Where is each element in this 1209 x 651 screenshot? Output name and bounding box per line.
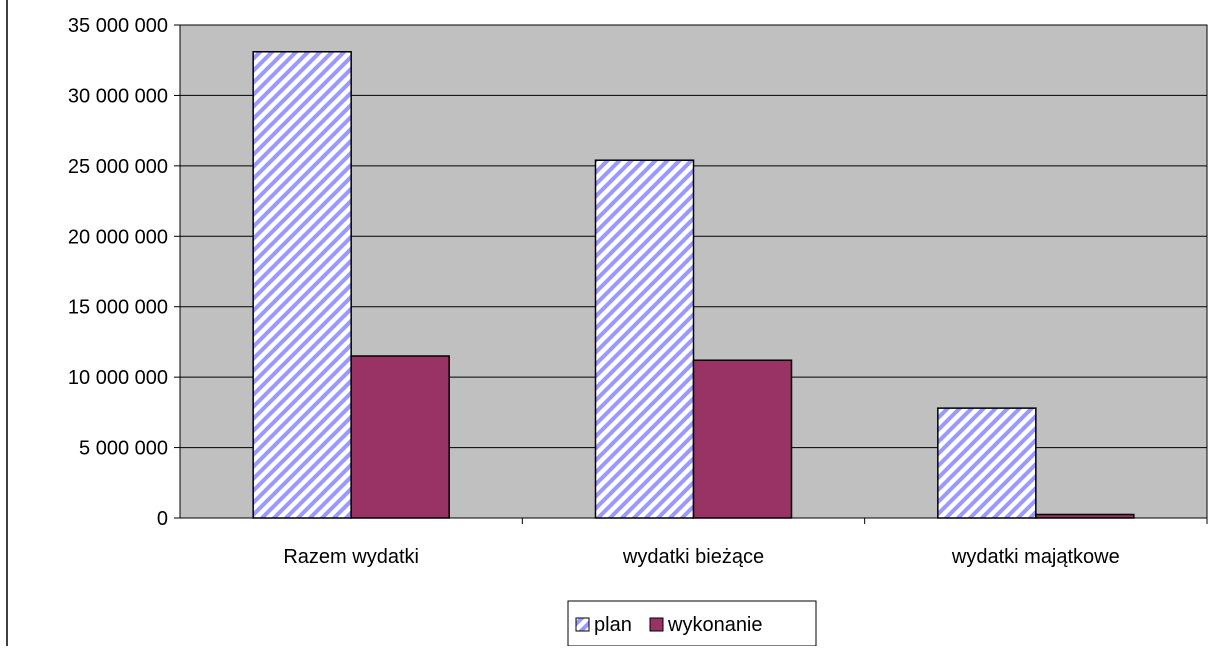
- y-tick-label: 0: [157, 508, 168, 530]
- y-tick-label: 20 000 000: [68, 226, 168, 248]
- bar-plan: [937, 407, 1037, 519]
- y-tick-label: 30 000 000: [68, 85, 168, 107]
- x-tick-label: wydatki bieżące: [622, 546, 764, 568]
- axes: 0 5 000 000 10 000 000 15 000 000 20 000 000…: [68, 15, 1208, 568]
- x-tick-label: wydatki majątkowe: [951, 546, 1120, 568]
- y-tick-label: 35 000 000: [68, 15, 168, 37]
- legend-box: [567, 600, 817, 647]
- y-tick-label: 15 000 000: [68, 297, 168, 319]
- legend-label-plan: plan: [594, 614, 632, 636]
- y-tick-label: 25 000 000: [68, 156, 168, 178]
- bar-plan: [594, 159, 695, 519]
- legend-label-wykonanie: wykonanie: [667, 614, 763, 636]
- legend-swatch-plan: [575, 617, 590, 632]
- bar-wykonanie: [692, 359, 793, 519]
- x-tick-label: Razem wydatki: [283, 546, 419, 568]
- bar-wykonanie: [350, 355, 450, 519]
- y-tick-label: 5 000 000: [79, 438, 168, 460]
- legend: plan wykonanie: [567, 600, 817, 647]
- legend-swatch-wykonanie: [649, 617, 664, 632]
- bar-wykonanie: [1035, 513, 1135, 519]
- bar-plan: [252, 51, 352, 519]
- bars: [252, 51, 1135, 519]
- y-tick-label: 10 000 000: [68, 367, 168, 389]
